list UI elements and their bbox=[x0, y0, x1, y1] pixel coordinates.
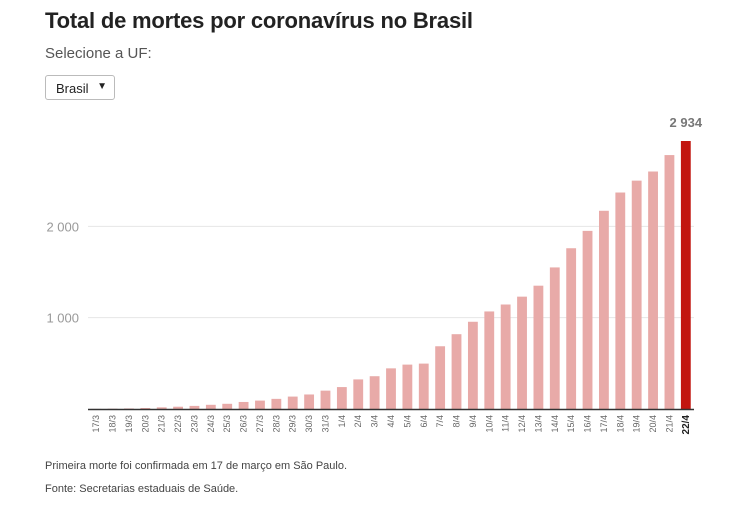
bar bbox=[320, 390, 331, 409]
bar bbox=[615, 192, 626, 409]
bar bbox=[140, 407, 151, 409]
x-tick-label: 11/4 bbox=[501, 415, 511, 432]
y-tick-label: 1 000 bbox=[46, 311, 79, 326]
x-tick-label: 26/3 bbox=[239, 415, 249, 433]
bar bbox=[336, 387, 347, 409]
x-tick-label: 2/4 bbox=[353, 415, 363, 428]
bar bbox=[435, 346, 446, 409]
x-tick-label: 23/3 bbox=[189, 415, 199, 433]
x-tick-label: 7/4 bbox=[435, 415, 445, 428]
bar bbox=[680, 141, 691, 409]
bar bbox=[238, 401, 249, 409]
x-tick-label: 19/4 bbox=[632, 415, 642, 433]
bar bbox=[189, 405, 200, 409]
x-tick-label: 21/4 bbox=[664, 415, 674, 433]
x-tick-label: 8/4 bbox=[452, 415, 462, 428]
bar bbox=[205, 404, 216, 409]
y-tick-label: 2 000 bbox=[46, 219, 79, 234]
x-tick-label: 30/3 bbox=[304, 415, 314, 433]
bar bbox=[369, 376, 380, 409]
bar bbox=[599, 210, 609, 409]
x-tick-label: 24/3 bbox=[206, 415, 216, 433]
uf-select[interactable]: Brasil ▼ bbox=[45, 75, 115, 100]
x-tick-label: 15/4 bbox=[566, 415, 576, 433]
x-tick-label: 4/4 bbox=[386, 415, 396, 428]
bar bbox=[287, 396, 298, 409]
x-tick-label: 12/4 bbox=[517, 415, 527, 433]
bar bbox=[467, 321, 478, 409]
bar bbox=[484, 311, 495, 409]
x-tick-label: 31/3 bbox=[320, 415, 330, 433]
bar bbox=[124, 408, 134, 409]
x-tick-label: 16/4 bbox=[583, 415, 593, 433]
x-tick-label: 25/3 bbox=[222, 415, 232, 433]
x-tick-label: 22/4 bbox=[681, 415, 692, 435]
bar bbox=[353, 379, 364, 409]
chevron-down-icon: ▼ bbox=[97, 81, 107, 92]
x-tick-label: 29/3 bbox=[288, 415, 298, 433]
x-tick-label: 10/4 bbox=[484, 415, 494, 433]
bar bbox=[648, 171, 658, 409]
bar bbox=[533, 285, 544, 409]
bar bbox=[173, 406, 183, 409]
bar bbox=[517, 296, 527, 409]
bar bbox=[566, 248, 577, 409]
x-tick-label: 1/4 bbox=[337, 415, 347, 428]
x-tick-label: 13/4 bbox=[533, 415, 543, 433]
x-tick-label: 18/3 bbox=[108, 415, 118, 433]
bar bbox=[386, 368, 396, 409]
bar bbox=[500, 304, 511, 409]
x-tick-label: 18/4 bbox=[615, 415, 625, 433]
x-tick-label: 9/4 bbox=[468, 415, 478, 428]
bar bbox=[451, 334, 462, 409]
bar bbox=[549, 267, 560, 409]
bar bbox=[271, 398, 282, 409]
bar bbox=[582, 230, 593, 409]
uf-select-value: Brasil bbox=[56, 81, 89, 96]
bar bbox=[304, 394, 315, 409]
bar bbox=[255, 400, 265, 409]
x-tick-label: 22/3 bbox=[173, 415, 183, 433]
bar bbox=[631, 180, 642, 409]
uf-label: Selecione a UF: bbox=[45, 45, 152, 62]
x-tick-label: 20/4 bbox=[648, 415, 658, 433]
x-tick-label: 27/3 bbox=[255, 415, 265, 433]
x-tick-label: 19/3 bbox=[124, 415, 134, 433]
x-tick-label: 17/4 bbox=[599, 415, 609, 433]
bar bbox=[402, 364, 413, 409]
note-source: Fonte: Secretarias estaduais de Saúde. bbox=[45, 483, 239, 495]
bar bbox=[156, 407, 167, 409]
x-tick-label: 20/3 bbox=[140, 415, 150, 433]
x-tick-label: 6/4 bbox=[419, 415, 429, 428]
bar bbox=[418, 363, 429, 409]
bar bbox=[664, 155, 675, 409]
highlight-value-label: 2 934 bbox=[670, 115, 703, 130]
x-tick-label: 17/3 bbox=[91, 415, 101, 433]
x-tick-label: 14/4 bbox=[550, 415, 560, 433]
x-tick-label: 28/3 bbox=[271, 415, 281, 433]
x-tick-label: 21/3 bbox=[157, 415, 167, 433]
chart-title: Total de mortes por coronavírus no Brasi… bbox=[45, 8, 473, 33]
bar bbox=[222, 403, 233, 409]
note-first-death: Primeira morte foi confirmada em 17 de m… bbox=[45, 460, 348, 472]
x-tick-label: 5/4 bbox=[402, 415, 412, 428]
x-tick-label: 3/4 bbox=[370, 415, 380, 428]
